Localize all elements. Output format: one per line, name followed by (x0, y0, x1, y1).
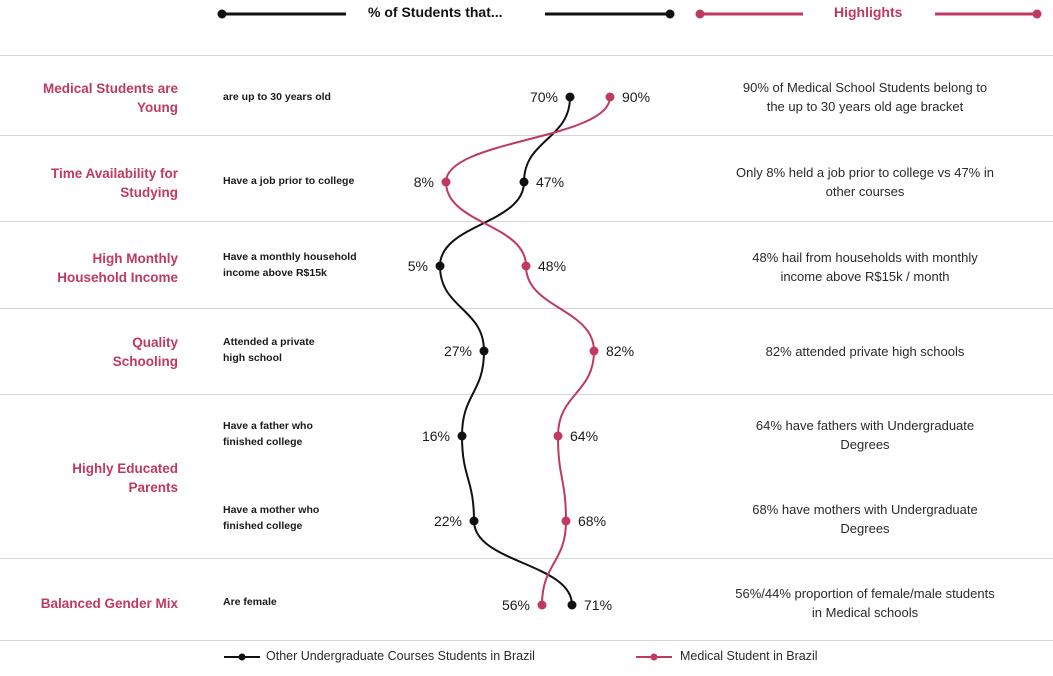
highlight-gender: 56%/44% proportion of female/male studen… (735, 586, 995, 620)
label-other-are-female: 71% (584, 597, 612, 613)
desc-job: Have a job prior to college (223, 175, 355, 187)
row-separator (0, 135, 1053, 136)
row-separator (0, 394, 1053, 395)
highlight-young: 90% of Medical School Students belong to… (742, 80, 988, 114)
point-other-are-female (567, 600, 577, 610)
point-other-have-a-job-prior-to-college (519, 177, 529, 187)
row-separator (0, 558, 1053, 559)
label-other-are-up-to-30-years-old: 70% (530, 89, 558, 105)
legend-medical-label: Medical Student in Brazil (680, 649, 818, 663)
legend-other-label: Other Undergraduate Courses Students in … (266, 649, 535, 663)
point-other-have-a-mother-who-finished-college (469, 516, 479, 526)
category-schooling: Quality Schooling (112, 335, 178, 369)
label-other-attended-a-private-high-school: 27% (444, 343, 472, 359)
point-medical-have-a-father-who-finished-college (553, 431, 563, 441)
category-time: Time Availability for Studying (50, 166, 178, 200)
label-medical-have-a-monthly-household-income-above-r-15k: 48% (538, 258, 566, 274)
label-other-have-a-father-who-finished-college: 16% (422, 428, 450, 444)
header-black-line (217, 9, 1042, 19)
highlight-mother: 68% have mothers with Undergraduate Degr… (752, 502, 978, 536)
desc-private-school: Attended a private high school (223, 336, 315, 364)
legend-other-marker (224, 653, 260, 661)
category-income: High Monthly Household Income (57, 251, 178, 285)
desc-female: Are female (223, 596, 277, 608)
desc-young: are up to 30 years old (223, 91, 331, 103)
highlight-private-school: 82% attended private high schools (765, 344, 965, 359)
point-other-attended-a-private-high-school (479, 346, 489, 356)
desc-income: Have a monthly household income above R$… (223, 251, 357, 279)
category-gender: Balanced Gender Mix (40, 596, 178, 611)
label-medical-have-a-job-prior-to-college: 8% (414, 174, 434, 190)
label-medical-attended-a-private-high-school: 82% (606, 343, 634, 359)
header: % of Students that... Highlights (0, 0, 1053, 30)
label-medical-are-up-to-30-years-old: 90% (622, 89, 650, 105)
row-separator (0, 221, 1053, 222)
point-medical-are-up-to-30-years-old (605, 92, 615, 102)
label-medical-have-a-father-who-finished-college: 64% (570, 428, 598, 444)
row-separator (0, 640, 1053, 641)
label-medical-have-a-mother-who-finished-college: 68% (578, 513, 606, 529)
point-other-have-a-father-who-finished-college (457, 431, 467, 441)
point-other-are-up-to-30-years-old (565, 92, 575, 102)
point-medical-have-a-mother-who-finished-college (561, 516, 571, 526)
point-other-have-a-monthly-household-income-above-r-15k (435, 261, 445, 271)
category-parents: Highly Educated Parents (72, 461, 178, 495)
legend-medical-marker (636, 653, 672, 661)
point-medical-have-a-monthly-household-income-above-r-15k (521, 261, 531, 271)
label-medical-are-female: 56% (502, 597, 530, 613)
category-young: Medical Students are Young (42, 81, 178, 115)
row-separator (0, 308, 1053, 309)
point-medical-attended-a-private-high-school (589, 346, 599, 356)
label-other-have-a-mother-who-finished-college: 22% (434, 513, 462, 529)
highlight-job: Only 8% held a job prior to college vs 4… (736, 165, 994, 199)
legend: Other Undergraduate Courses Students in … (0, 645, 1053, 675)
highlights-header: Highlights (834, 4, 903, 20)
highlight-income: 48% hail from households with monthly in… (752, 250, 978, 284)
students-header: % of Students that... (368, 4, 503, 20)
highlight-father: 64% have fathers with Undergraduate Degr… (755, 418, 975, 452)
label-other-have-a-job-prior-to-college: 47% (536, 174, 564, 190)
point-medical-have-a-job-prior-to-college (441, 177, 451, 187)
desc-mother: Have a mother who finished college (223, 504, 320, 532)
row-separator (0, 55, 1053, 56)
point-medical-are-female (537, 600, 547, 610)
desc-father: Have a father who finished college (223, 420, 313, 448)
label-other-have-a-monthly-household-income-above-r-15k: 5% (408, 258, 428, 274)
